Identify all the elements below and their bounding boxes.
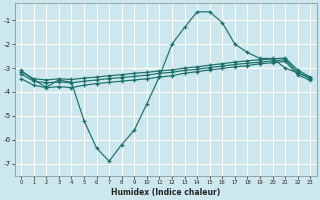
X-axis label: Humidex (Indice chaleur): Humidex (Indice chaleur) <box>111 188 220 197</box>
